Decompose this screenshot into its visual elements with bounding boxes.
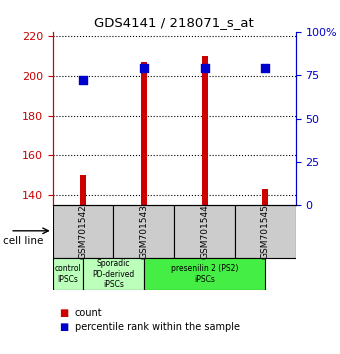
Bar bbox=[235, 205, 296, 258]
Text: count: count bbox=[75, 308, 102, 318]
Bar bbox=[80, 176, 86, 205]
Text: ■: ■ bbox=[59, 322, 69, 332]
Text: GSM701543: GSM701543 bbox=[139, 204, 148, 259]
Point bbox=[141, 65, 147, 71]
Point bbox=[202, 65, 207, 71]
Text: GSM701545: GSM701545 bbox=[261, 204, 270, 259]
Bar bbox=[141, 62, 147, 205]
Bar bbox=[202, 56, 208, 205]
Text: presenilin 2 (PS2)
iPSCs: presenilin 2 (PS2) iPSCs bbox=[171, 264, 238, 284]
Text: control
IPSCs: control IPSCs bbox=[54, 264, 81, 284]
Bar bbox=[114, 205, 174, 258]
Text: percentile rank within the sample: percentile rank within the sample bbox=[75, 322, 240, 332]
Text: Sporadic
PD-derived
iPSCs: Sporadic PD-derived iPSCs bbox=[92, 259, 135, 289]
Text: ■: ■ bbox=[59, 308, 69, 318]
Bar bbox=[53, 258, 83, 290]
Bar bbox=[174, 205, 235, 258]
Bar bbox=[262, 189, 269, 205]
Text: GSM701544: GSM701544 bbox=[200, 204, 209, 259]
Point bbox=[80, 78, 86, 83]
Bar bbox=[144, 258, 266, 290]
Bar bbox=[53, 205, 114, 258]
Text: GSM701542: GSM701542 bbox=[79, 204, 88, 259]
Title: GDS4141 / 218071_s_at: GDS4141 / 218071_s_at bbox=[95, 16, 254, 29]
Point bbox=[263, 65, 268, 71]
Text: cell line: cell line bbox=[3, 236, 44, 246]
Bar bbox=[83, 258, 144, 290]
